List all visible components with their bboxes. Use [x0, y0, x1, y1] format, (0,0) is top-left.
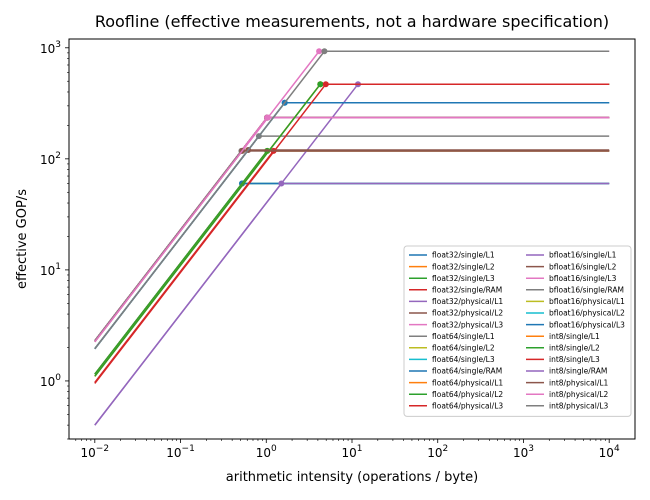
legend-entry-20: bfloat16/physical/L3 [549, 320, 625, 329]
y-tick-label-1: 101 [40, 262, 61, 278]
y-tick-label-3: 103 [40, 40, 61, 56]
ridge-point-24 [278, 180, 285, 187]
legend-entry-15: bfloat16/single/L2 [549, 262, 617, 271]
legend-entry-24: int8/single/RAM [549, 367, 607, 376]
x-tick-label-2: 100 [256, 444, 277, 460]
legend-entry-25: int8/physical/L1 [549, 378, 609, 387]
legend-entry-17: bfloat16/single/RAM [549, 286, 624, 295]
legend-entry-21: int8/single/L1 [549, 332, 600, 341]
legend-entry-27: int8/physical/L3 [549, 402, 609, 411]
ridge-point-23 [322, 81, 329, 88]
y-axis-ticks: 100 101 102 103 [40, 40, 69, 440]
plot-area [94, 48, 610, 426]
legend-entry-9: float64/single/L3 [432, 355, 495, 364]
x-tick-label-3: 101 [341, 444, 362, 460]
y-axis-label: effective GOP/s [15, 189, 30, 289]
x-tick-label-0: 10−2 [81, 444, 110, 460]
x-axis-ticks: 10−2 10−1 100 101 102 103 104 [75, 439, 620, 460]
legend-entry-2: float32/single/L3 [432, 274, 495, 283]
legend-entry-8: float64/single/L2 [432, 344, 495, 353]
legend-entry-10: float64/single/RAM [432, 367, 502, 376]
y-tick-label-2: 102 [40, 151, 61, 167]
x-tick-label-5: 103 [513, 444, 534, 460]
legend-entry-12: float64/physical/L2 [432, 390, 503, 399]
chart-title: Roofline (effective measurements, not a … [95, 12, 609, 31]
legend-entry-26: int8/physical/L2 [549, 390, 609, 399]
ridge-point-22 [317, 81, 324, 88]
legend-entry-0: float32/single/L1 [432, 251, 495, 260]
legend-entry-14: bfloat16/single/L1 [549, 251, 617, 260]
x-tick-label-6: 104 [599, 444, 620, 460]
legend-box [403, 245, 632, 417]
x-tick-label-1: 10−1 [166, 444, 195, 460]
ridge-point-26 [316, 48, 323, 55]
x-axis-label: arithmetic intensity (operations / byte) [226, 470, 478, 485]
legend-entry-23: int8/single/L3 [549, 355, 600, 364]
legend-entry-22: int8/single/L2 [549, 344, 600, 353]
legend-entry-6: float32/physical/L3 [432, 320, 503, 329]
legend: float32/single/L1 float32/single/L2 float3… [403, 245, 632, 417]
legend-entry-18: bfloat16/physical/L1 [549, 297, 625, 306]
legend-entry-16: bfloat16/single/L3 [549, 274, 617, 283]
x-tick-label-4: 102 [427, 444, 448, 460]
y-tick-label-0: 100 [40, 373, 61, 389]
legend-entry-5: float32/physical/L2 [432, 309, 503, 318]
legend-entry-11: float64/physical/L1 [432, 378, 503, 387]
legend-entry-7: float64/single/L1 [432, 332, 495, 341]
ridge-point-27 [321, 48, 328, 55]
legend-entry-1: float32/single/L2 [432, 262, 495, 271]
legend-entry-13: float64/physical/L3 [432, 402, 503, 411]
legend-entry-19: bfloat16/physical/L2 [549, 309, 625, 318]
legend-entry-4: float32/physical/L1 [432, 297, 503, 306]
legend-entry-3: float32/single/RAM [432, 286, 502, 295]
